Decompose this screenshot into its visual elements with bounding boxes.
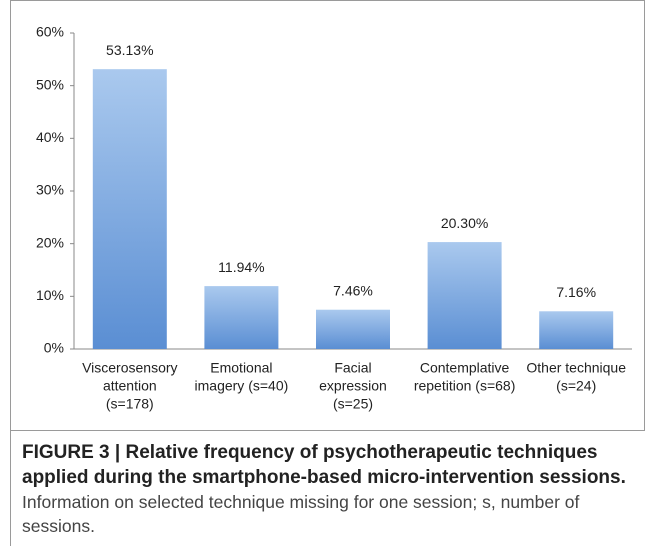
caption-label: FIGURE 3 | Relative frequency of psychot… — [22, 442, 626, 488]
x-tick-label: Contemplative — [420, 360, 510, 376]
value-label: 7.16% — [556, 284, 596, 300]
bar — [427, 242, 502, 349]
bar — [539, 311, 614, 349]
bar — [316, 309, 390, 349]
caption-text: Information on selected technique missin… — [22, 492, 580, 536]
chart-frame — [10, 0, 645, 431]
x-tick-label: Other technique — [526, 360, 626, 376]
x-tick-label: (s=25) — [333, 396, 373, 412]
y-tick-label: 30% — [36, 182, 64, 198]
x-tick-label: Emotional — [210, 360, 272, 376]
value-label: 53.13% — [106, 42, 153, 58]
x-tick-label: repetition (s=68) — [414, 378, 516, 394]
x-tick-label: Viscerosensory — [82, 360, 177, 376]
y-tick-label: 0% — [44, 340, 64, 356]
bar — [204, 286, 279, 349]
x-tick-label: expression — [319, 378, 387, 394]
value-label: 20.30% — [441, 215, 488, 231]
y-tick-label: 20% — [36, 234, 64, 250]
x-tick-label: (s=178) — [106, 396, 154, 412]
value-label: 7.46% — [333, 282, 373, 298]
x-tick-label: attention — [103, 378, 157, 394]
y-tick-label: 60% — [36, 24, 64, 40]
caption: FIGURE 3 | Relative frequency of psychot… — [22, 440, 642, 538]
x-tick-label: Facial — [334, 360, 371, 376]
value-label: 11.94% — [218, 259, 264, 275]
y-tick-label: 40% — [36, 129, 64, 145]
y-tick-label: 50% — [36, 76, 64, 92]
bar — [92, 69, 167, 349]
y-tick-label: 10% — [36, 287, 64, 303]
x-tick-label: (s=24) — [556, 378, 596, 394]
x-tick-label: imagery (s=40) — [195, 378, 289, 394]
